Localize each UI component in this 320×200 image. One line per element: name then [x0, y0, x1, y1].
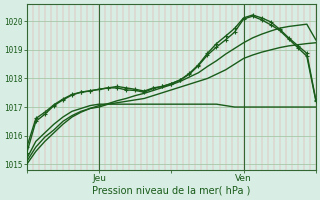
X-axis label: Pression niveau de la mer( hPa ): Pression niveau de la mer( hPa )	[92, 186, 251, 196]
